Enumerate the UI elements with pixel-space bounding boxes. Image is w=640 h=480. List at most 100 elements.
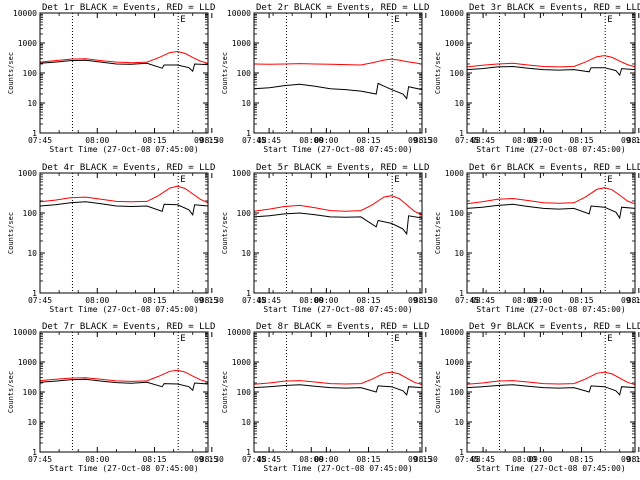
series-line-events (253, 212, 423, 236)
y-tick-label: 10 (454, 249, 464, 258)
x-axis-label: Start Time (27-Oct-08 07:45:00) (49, 305, 198, 314)
x-axis-label: Start Time (27-Oct-08 07:45:00) (263, 464, 412, 473)
x-tick-label: 08:15 (142, 455, 166, 464)
x-tick-label: 08:15 (142, 136, 166, 145)
plot-frame (466, 172, 636, 294)
series-line-lld (39, 369, 209, 383)
x-tick-label: 09:00 (314, 296, 338, 305)
y-tick-label: 1 (32, 129, 37, 138)
detector-panel: Det 6r BLACK = Events, RED = LLD Counts/s… (434, 163, 640, 314)
x-tick-label: 08:30 (414, 296, 438, 305)
y-axis-label: Counts/sec (221, 371, 229, 413)
series-line-lld (253, 58, 423, 66)
plot-frame (39, 331, 209, 453)
detector-panel: Det 5r BLACK = Events, RED = LLD Counts/s… (221, 163, 553, 314)
x-tick-label: 09:00 (528, 296, 552, 305)
event-marker-label: E (394, 175, 399, 185)
y-tick-label: 10000 (227, 328, 251, 337)
x-axis-label: Start Time (27-Oct-08 07:45:00) (49, 145, 198, 154)
x-tick-label: 08:45 (471, 296, 495, 305)
panel-title: Det 2r BLACK = Events, RED = LLD (256, 3, 429, 13)
detector-panel: Det 7r BLACK = Events, RED = LLD Counts/s… (7, 322, 339, 473)
event-marker-label: E (607, 334, 612, 344)
y-tick-label: 10000 (440, 9, 464, 18)
y-tick-label: 1 (246, 448, 251, 457)
y-axis-label: Counts/sec (7, 212, 15, 254)
series-line-lld (39, 185, 209, 204)
x-axis-label: Start Time (27-Oct-08 07:45:00) (263, 145, 412, 154)
x-tick-label: 07:45 (242, 455, 266, 464)
y-tick-label: 1000 (232, 169, 251, 178)
event-marker-label: E (607, 15, 612, 25)
series-line-events (39, 59, 209, 73)
y-axis-label: Counts/sec (434, 212, 442, 254)
x-tick-label: 08:45 (471, 136, 495, 145)
x-tick-label: 09:15 (194, 455, 218, 464)
y-tick-label: 1 (32, 448, 37, 457)
series-line-events (466, 65, 636, 77)
plot-frame (253, 331, 423, 453)
x-tick-label: 08:15 (356, 136, 380, 145)
x-tick-label: 09:15 (194, 136, 218, 145)
y-tick-label: 1 (32, 289, 37, 298)
y-tick-label: 10 (27, 99, 37, 108)
series-line-events (39, 201, 209, 216)
y-tick-label: 1 (246, 129, 251, 138)
x-tick-label: 08:00 (299, 136, 323, 145)
y-tick-label: 100 (23, 209, 38, 218)
x-axis-label: Start Time (27-Oct-08 07:45:00) (263, 305, 412, 314)
x-tick-label: 07:45 (28, 136, 52, 145)
x-tick-label: 07:45 (28, 296, 52, 305)
panel-title: Det 7r BLACK = Events, RED = LLD (42, 322, 215, 332)
panel-title: Det 4r BLACK = Events, RED = LLD (42, 163, 215, 173)
detector-panel: Det 3r BLACK = Events, RED = LLD Counts/s… (434, 3, 640, 154)
series-line-lld (466, 371, 636, 386)
y-axis-label: Counts/sec (221, 52, 229, 94)
plot-frame (253, 172, 423, 294)
x-tick-label: 08:00 (85, 296, 109, 305)
x-tick-label: 08:00 (512, 136, 536, 145)
x-axis-label: Start Time (27-Oct-08 07:45:00) (49, 464, 198, 473)
series-line-events (466, 203, 636, 220)
plot-frame (253, 12, 423, 134)
panel-title: Det 6r BLACK = Events, RED = LLD (469, 163, 640, 173)
event-marker-label: E (180, 334, 185, 344)
panel-title: Det 9r BLACK = Events, RED = LLD (469, 322, 640, 332)
event-marker-label: E (180, 15, 185, 25)
x-tick-label: 08:30 (627, 136, 640, 145)
x-tick-label: 08:15 (356, 296, 380, 305)
x-tick-label: 09:00 (314, 455, 338, 464)
y-tick-label: 10 (27, 418, 37, 427)
y-tick-label: 10 (241, 418, 251, 427)
x-tick-label: 08:30 (200, 296, 224, 305)
x-tick-label: 07:45 (455, 296, 479, 305)
x-tick-label: 09:15 (621, 136, 640, 145)
x-tick-label: 08:30 (414, 455, 438, 464)
y-tick-label: 1 (459, 289, 464, 298)
x-tick-label: 08:00 (85, 136, 109, 145)
panel-title: Det 3r BLACK = Events, RED = LLD (469, 3, 640, 13)
event-marker-label: E (607, 175, 612, 185)
x-tick-label: 07:45 (455, 455, 479, 464)
y-tick-label: 1000 (445, 39, 464, 48)
x-tick-label: 08:00 (85, 455, 109, 464)
series-line-lld (253, 371, 423, 386)
series-line-events (253, 82, 423, 100)
plot-frame (466, 12, 636, 134)
x-tick-label: 09:00 (528, 136, 552, 145)
plot-frame (39, 172, 209, 294)
x-axis-label: Start Time (27-Oct-08 07:45:00) (476, 464, 625, 473)
x-axis-label: Start Time (27-Oct-08 07:45:00) (476, 145, 625, 154)
y-axis-label: Counts/sec (434, 371, 442, 413)
y-tick-label: 100 (23, 388, 38, 397)
y-tick-label: 10000 (227, 9, 251, 18)
y-axis-label: Counts/sec (221, 212, 229, 254)
x-tick-label: 09:00 (528, 455, 552, 464)
x-tick-label: 08:30 (200, 136, 224, 145)
event-marker-label: E (180, 175, 185, 185)
x-tick-label: 08:15 (569, 296, 593, 305)
x-tick-label: 08:00 (299, 296, 323, 305)
y-tick-label: 1000 (445, 169, 464, 178)
panel-title: Det 8r BLACK = Events, RED = LLD (256, 322, 429, 332)
y-axis-label: Counts/sec (434, 52, 442, 94)
